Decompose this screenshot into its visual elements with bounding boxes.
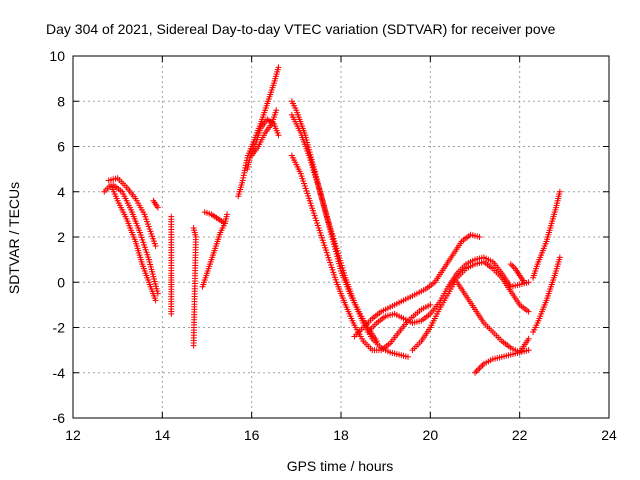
data-point <box>427 301 434 308</box>
y-tick-label: -4 <box>53 365 66 381</box>
y-tick-label: 10 <box>49 48 65 64</box>
y-tick-label: 2 <box>57 229 65 245</box>
series-trace-o <box>351 231 483 340</box>
data-point <box>472 369 478 376</box>
series-trace-m <box>288 111 411 360</box>
series-trace-k <box>248 107 280 159</box>
data-point <box>479 362 486 369</box>
series-trace-u <box>530 188 563 281</box>
data-point <box>224 211 231 218</box>
data-point <box>509 262 516 269</box>
series-trace-s <box>472 347 532 376</box>
data-point <box>275 132 282 139</box>
x-tick-label: 22 <box>512 427 528 443</box>
data-points <box>101 64 563 376</box>
series-trace-q <box>409 258 532 354</box>
data-point <box>476 365 483 372</box>
y-tick-label: -6 <box>53 410 66 426</box>
series-trace-n <box>288 152 434 354</box>
data-point <box>168 310 175 317</box>
data-point <box>190 342 197 349</box>
x-tick-label: 16 <box>244 427 260 443</box>
y-axis-title: SDTVAR / TECUs <box>6 182 22 294</box>
series-trace-a <box>101 181 159 304</box>
series-trace-b <box>105 175 159 250</box>
data-point <box>154 204 161 211</box>
x-axis-title: GPS time / hours <box>287 458 394 474</box>
data-point <box>510 264 517 271</box>
data-point <box>152 243 159 250</box>
data-point <box>525 308 532 315</box>
x-tick-label: 14 <box>155 427 171 443</box>
data-point <box>273 107 280 114</box>
series-trace-f <box>190 224 199 349</box>
data-point <box>473 368 480 375</box>
y-tick-label: 0 <box>57 274 65 290</box>
x-tick-label: 18 <box>333 427 349 443</box>
y-tick-label: -2 <box>53 320 66 336</box>
series-trace-i <box>235 64 282 200</box>
series-trace-r <box>454 279 532 356</box>
data-point <box>525 335 532 342</box>
data-point <box>405 353 411 360</box>
data-point <box>476 234 483 240</box>
data-point <box>275 64 282 71</box>
y-tick-label: 6 <box>57 139 65 155</box>
y-tick-label: 8 <box>57 93 65 109</box>
data-point <box>477 363 484 370</box>
data-point <box>474 366 481 373</box>
x-tick-label: 20 <box>423 427 439 443</box>
series-trace-c <box>110 181 161 297</box>
x-tick-label: 12 <box>65 427 81 443</box>
data-point <box>507 261 514 268</box>
data-point <box>521 279 528 286</box>
data-point <box>556 188 563 195</box>
series-trace-t <box>507 261 528 286</box>
series-trace-v <box>530 254 563 336</box>
series-trace-d <box>150 197 161 211</box>
data-point <box>221 220 228 227</box>
data-point <box>525 347 532 354</box>
data-point <box>152 297 159 304</box>
data-point <box>154 290 161 297</box>
series-trace-e <box>168 213 175 317</box>
series-trace-g <box>199 211 231 290</box>
y-tick-label: 4 <box>57 184 65 200</box>
data-point <box>556 254 563 261</box>
series-trace-h <box>201 209 228 227</box>
chart-title: Day 304 of 2021, Sidereal Day-to-day VTE… <box>46 21 556 37</box>
x-tick-label: 24 <box>601 427 617 443</box>
